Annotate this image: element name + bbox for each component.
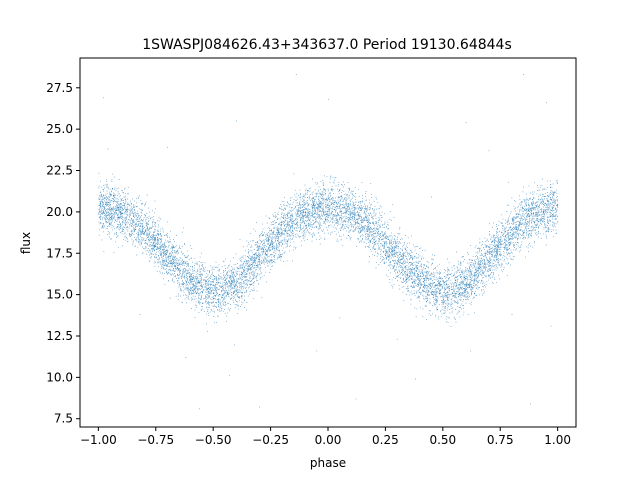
y-tick-label: 15.0 xyxy=(46,288,73,302)
x-axis-label: phase xyxy=(310,456,346,470)
x-tick-label: 0.50 xyxy=(429,433,456,447)
y-tick-label: 25.0 xyxy=(46,122,73,136)
x-tick-label: 0.75 xyxy=(487,433,514,447)
data-points xyxy=(98,74,559,410)
x-tick-label: −0.50 xyxy=(195,433,232,447)
x-axis-ticks: −1.00 −0.75 −0.50 −0.25 0.00 0.25 0.50 0.75 1.00 xyxy=(80,427,571,447)
y-tick-label: 17.5 xyxy=(46,246,73,260)
chart-title: 1SWASPJ084626.43+343637.0 Period 19130.6… xyxy=(142,37,512,53)
x-tick-label: 0.00 xyxy=(315,433,342,447)
flux-scatter-series xyxy=(98,74,559,410)
y-tick-label: 10.0 xyxy=(46,370,73,384)
x-tick-label: −0.25 xyxy=(252,433,289,447)
y-tick-label: 22.5 xyxy=(46,164,73,178)
y-tick-label: 27.5 xyxy=(46,81,73,95)
x-tick-label: 1.00 xyxy=(544,433,571,447)
y-axis-label: flux xyxy=(19,232,33,254)
y-tick-label: 12.5 xyxy=(46,329,73,343)
y-tick-label: 20.0 xyxy=(46,205,73,219)
x-tick-label: 0.25 xyxy=(372,433,399,447)
y-axis-ticks: 7.5 10.0 12.5 15.0 17.5 20.0 22.5 25.0 27.5 xyxy=(46,81,80,426)
x-tick-label: −0.75 xyxy=(137,433,174,447)
y-tick-label: 7.5 xyxy=(54,412,73,426)
plot-frame xyxy=(79,57,577,428)
x-tick-label: −1.00 xyxy=(80,433,117,447)
